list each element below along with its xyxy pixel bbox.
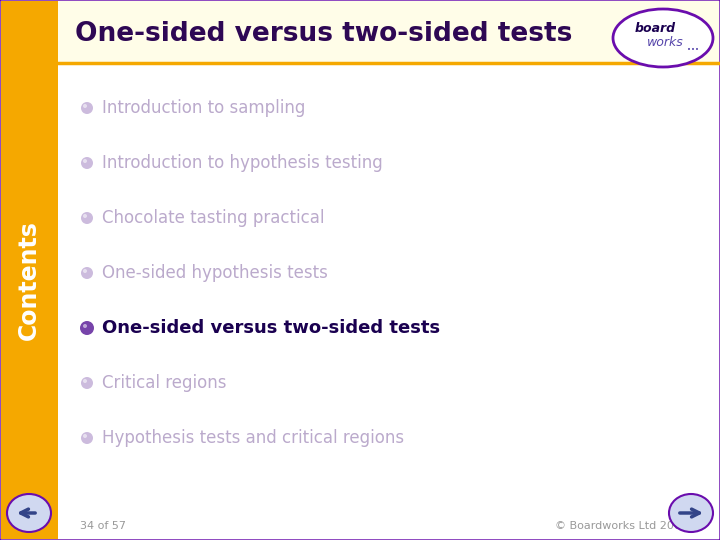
Text: Chocolate tasting practical: Chocolate tasting practical: [102, 209, 325, 227]
Circle shape: [80, 321, 94, 335]
FancyBboxPatch shape: [1, 1, 58, 539]
Text: board: board: [634, 22, 675, 35]
Circle shape: [81, 377, 93, 389]
Ellipse shape: [7, 494, 51, 532]
Circle shape: [83, 159, 87, 163]
Ellipse shape: [669, 494, 713, 532]
Text: Contents: Contents: [17, 220, 41, 340]
Text: 34 of 57: 34 of 57: [80, 521, 126, 531]
Text: One-sided versus two-sided tests: One-sided versus two-sided tests: [102, 319, 440, 337]
Circle shape: [81, 102, 93, 114]
Circle shape: [81, 212, 93, 224]
Circle shape: [83, 269, 87, 273]
Text: Critical regions: Critical regions: [102, 374, 227, 392]
Circle shape: [81, 432, 93, 444]
Circle shape: [83, 214, 87, 218]
Circle shape: [83, 434, 87, 438]
Ellipse shape: [613, 9, 713, 67]
Circle shape: [83, 324, 87, 328]
Text: •••: •••: [687, 47, 699, 53]
Text: works: works: [647, 37, 683, 50]
Circle shape: [83, 104, 87, 108]
Text: Hypothesis tests and critical regions: Hypothesis tests and critical regions: [102, 429, 404, 447]
Circle shape: [83, 379, 87, 383]
FancyBboxPatch shape: [58, 1, 719, 63]
Text: One-sided versus two-sided tests: One-sided versus two-sided tests: [75, 21, 572, 47]
Circle shape: [81, 267, 93, 279]
Text: Introduction to hypothesis testing: Introduction to hypothesis testing: [102, 154, 383, 172]
Text: Introduction to sampling: Introduction to sampling: [102, 99, 305, 117]
Text: One-sided hypothesis tests: One-sided hypothesis tests: [102, 264, 328, 282]
Circle shape: [81, 157, 93, 169]
Text: © Boardworks Ltd 2006: © Boardworks Ltd 2006: [555, 521, 688, 531]
